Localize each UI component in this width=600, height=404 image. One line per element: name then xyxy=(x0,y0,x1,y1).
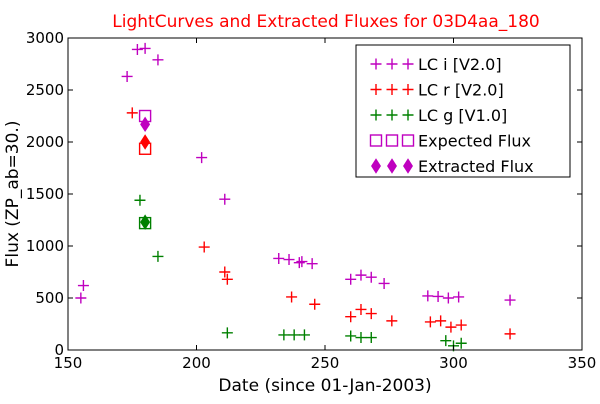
data-point xyxy=(355,269,367,281)
data-point xyxy=(453,291,465,303)
legend-marker xyxy=(370,58,382,70)
legend-label: LC g [V1.0] xyxy=(418,106,507,125)
y-tick-label: 1000 xyxy=(26,237,64,255)
axis-ticks: 150 200 250 300 350 0 500 1000 1500 2000 2500 3000 xyxy=(26,29,597,372)
series-1 xyxy=(75,42,516,306)
data-point xyxy=(140,134,151,150)
data-point xyxy=(219,193,231,205)
data-point xyxy=(365,308,377,320)
legend-marker xyxy=(386,84,398,95)
x-tick-label: 200 xyxy=(182,354,211,372)
data-point xyxy=(298,329,310,341)
data-point xyxy=(126,107,138,119)
legend-marker xyxy=(371,158,381,174)
y-tick-label: 2000 xyxy=(26,133,64,151)
legend-marker xyxy=(402,84,414,95)
x-tick-label: 350 xyxy=(568,354,597,372)
x-tick-label: 150 xyxy=(54,354,83,372)
data-point xyxy=(152,54,164,66)
data-point xyxy=(75,292,87,304)
data-point xyxy=(293,257,305,269)
data-point xyxy=(139,42,151,54)
data-point xyxy=(77,280,89,292)
data-point xyxy=(140,214,151,230)
legend-label: Extracted Flux xyxy=(418,157,534,176)
data-point xyxy=(288,329,300,341)
data-point xyxy=(386,315,398,327)
y-tick-label: 1500 xyxy=(26,185,64,203)
data-point xyxy=(221,327,233,339)
legend-marker xyxy=(386,109,398,121)
data-point xyxy=(221,273,233,285)
y-tick-label: 500 xyxy=(35,289,64,307)
series-2 xyxy=(126,107,516,340)
data-point xyxy=(196,152,208,164)
data-point xyxy=(345,330,357,342)
data-point xyxy=(378,277,390,289)
data-point xyxy=(278,329,290,341)
data-point xyxy=(365,332,377,344)
data-point xyxy=(455,337,467,349)
legend-label: Expected Flux xyxy=(418,132,531,151)
data-point xyxy=(442,292,454,304)
data-point xyxy=(445,321,457,333)
data-point xyxy=(121,70,133,82)
legend-marker xyxy=(385,134,399,147)
legend-marker xyxy=(403,158,413,174)
series-3 xyxy=(134,194,467,352)
data-point xyxy=(296,256,308,268)
y-axis-label: Flux (ZP_ab=30.) xyxy=(3,121,23,268)
data-marks xyxy=(75,42,516,352)
legend-label: LC r [V2.0] xyxy=(418,81,504,100)
data-point xyxy=(504,328,516,340)
data-point xyxy=(365,271,377,283)
data-point xyxy=(286,291,298,303)
data-point xyxy=(355,303,367,315)
data-point xyxy=(273,252,285,264)
x-tick-label: 300 xyxy=(439,354,468,372)
legend-marker xyxy=(370,84,382,95)
legend-marker xyxy=(402,109,414,121)
x-tick-label: 250 xyxy=(311,354,340,372)
legend-marker xyxy=(401,134,415,147)
legend-marker xyxy=(387,158,397,174)
legend: LC i [V2.0] LC r [V2.0] LC g [V1.0] Expecte… xyxy=(355,44,571,178)
data-point xyxy=(140,116,151,133)
y-tick-label: 3000 xyxy=(26,29,64,47)
data-point xyxy=(134,194,146,206)
data-point xyxy=(435,315,447,327)
legend-marker xyxy=(386,58,398,70)
data-point xyxy=(198,241,210,253)
data-point xyxy=(345,273,357,285)
y-tick-label: 0 xyxy=(54,341,64,359)
plot-frame xyxy=(67,37,583,351)
legend-marker xyxy=(369,134,383,147)
legend-label: LC i [V2.0] xyxy=(418,55,502,74)
data-point xyxy=(306,258,318,270)
data-point xyxy=(355,332,367,344)
chart-title: LightCurves and Extracted Fluxes for 03D… xyxy=(112,12,539,32)
series-5 xyxy=(140,116,151,230)
data-point xyxy=(131,43,143,55)
data-point xyxy=(504,294,516,306)
legend-marker xyxy=(370,109,382,121)
data-point xyxy=(219,266,231,278)
legend-marker xyxy=(402,58,414,70)
x-axis-label: Date (since 01-Jan-2003) xyxy=(218,376,431,396)
data-point xyxy=(283,254,295,266)
data-point xyxy=(432,290,444,302)
data-point xyxy=(455,319,467,331)
data-point xyxy=(309,298,321,310)
data-point xyxy=(422,290,434,302)
data-point xyxy=(345,311,357,323)
data-point xyxy=(440,335,452,347)
y-tick-label: 2500 xyxy=(26,81,64,99)
data-point xyxy=(152,250,164,262)
data-point xyxy=(424,316,436,328)
